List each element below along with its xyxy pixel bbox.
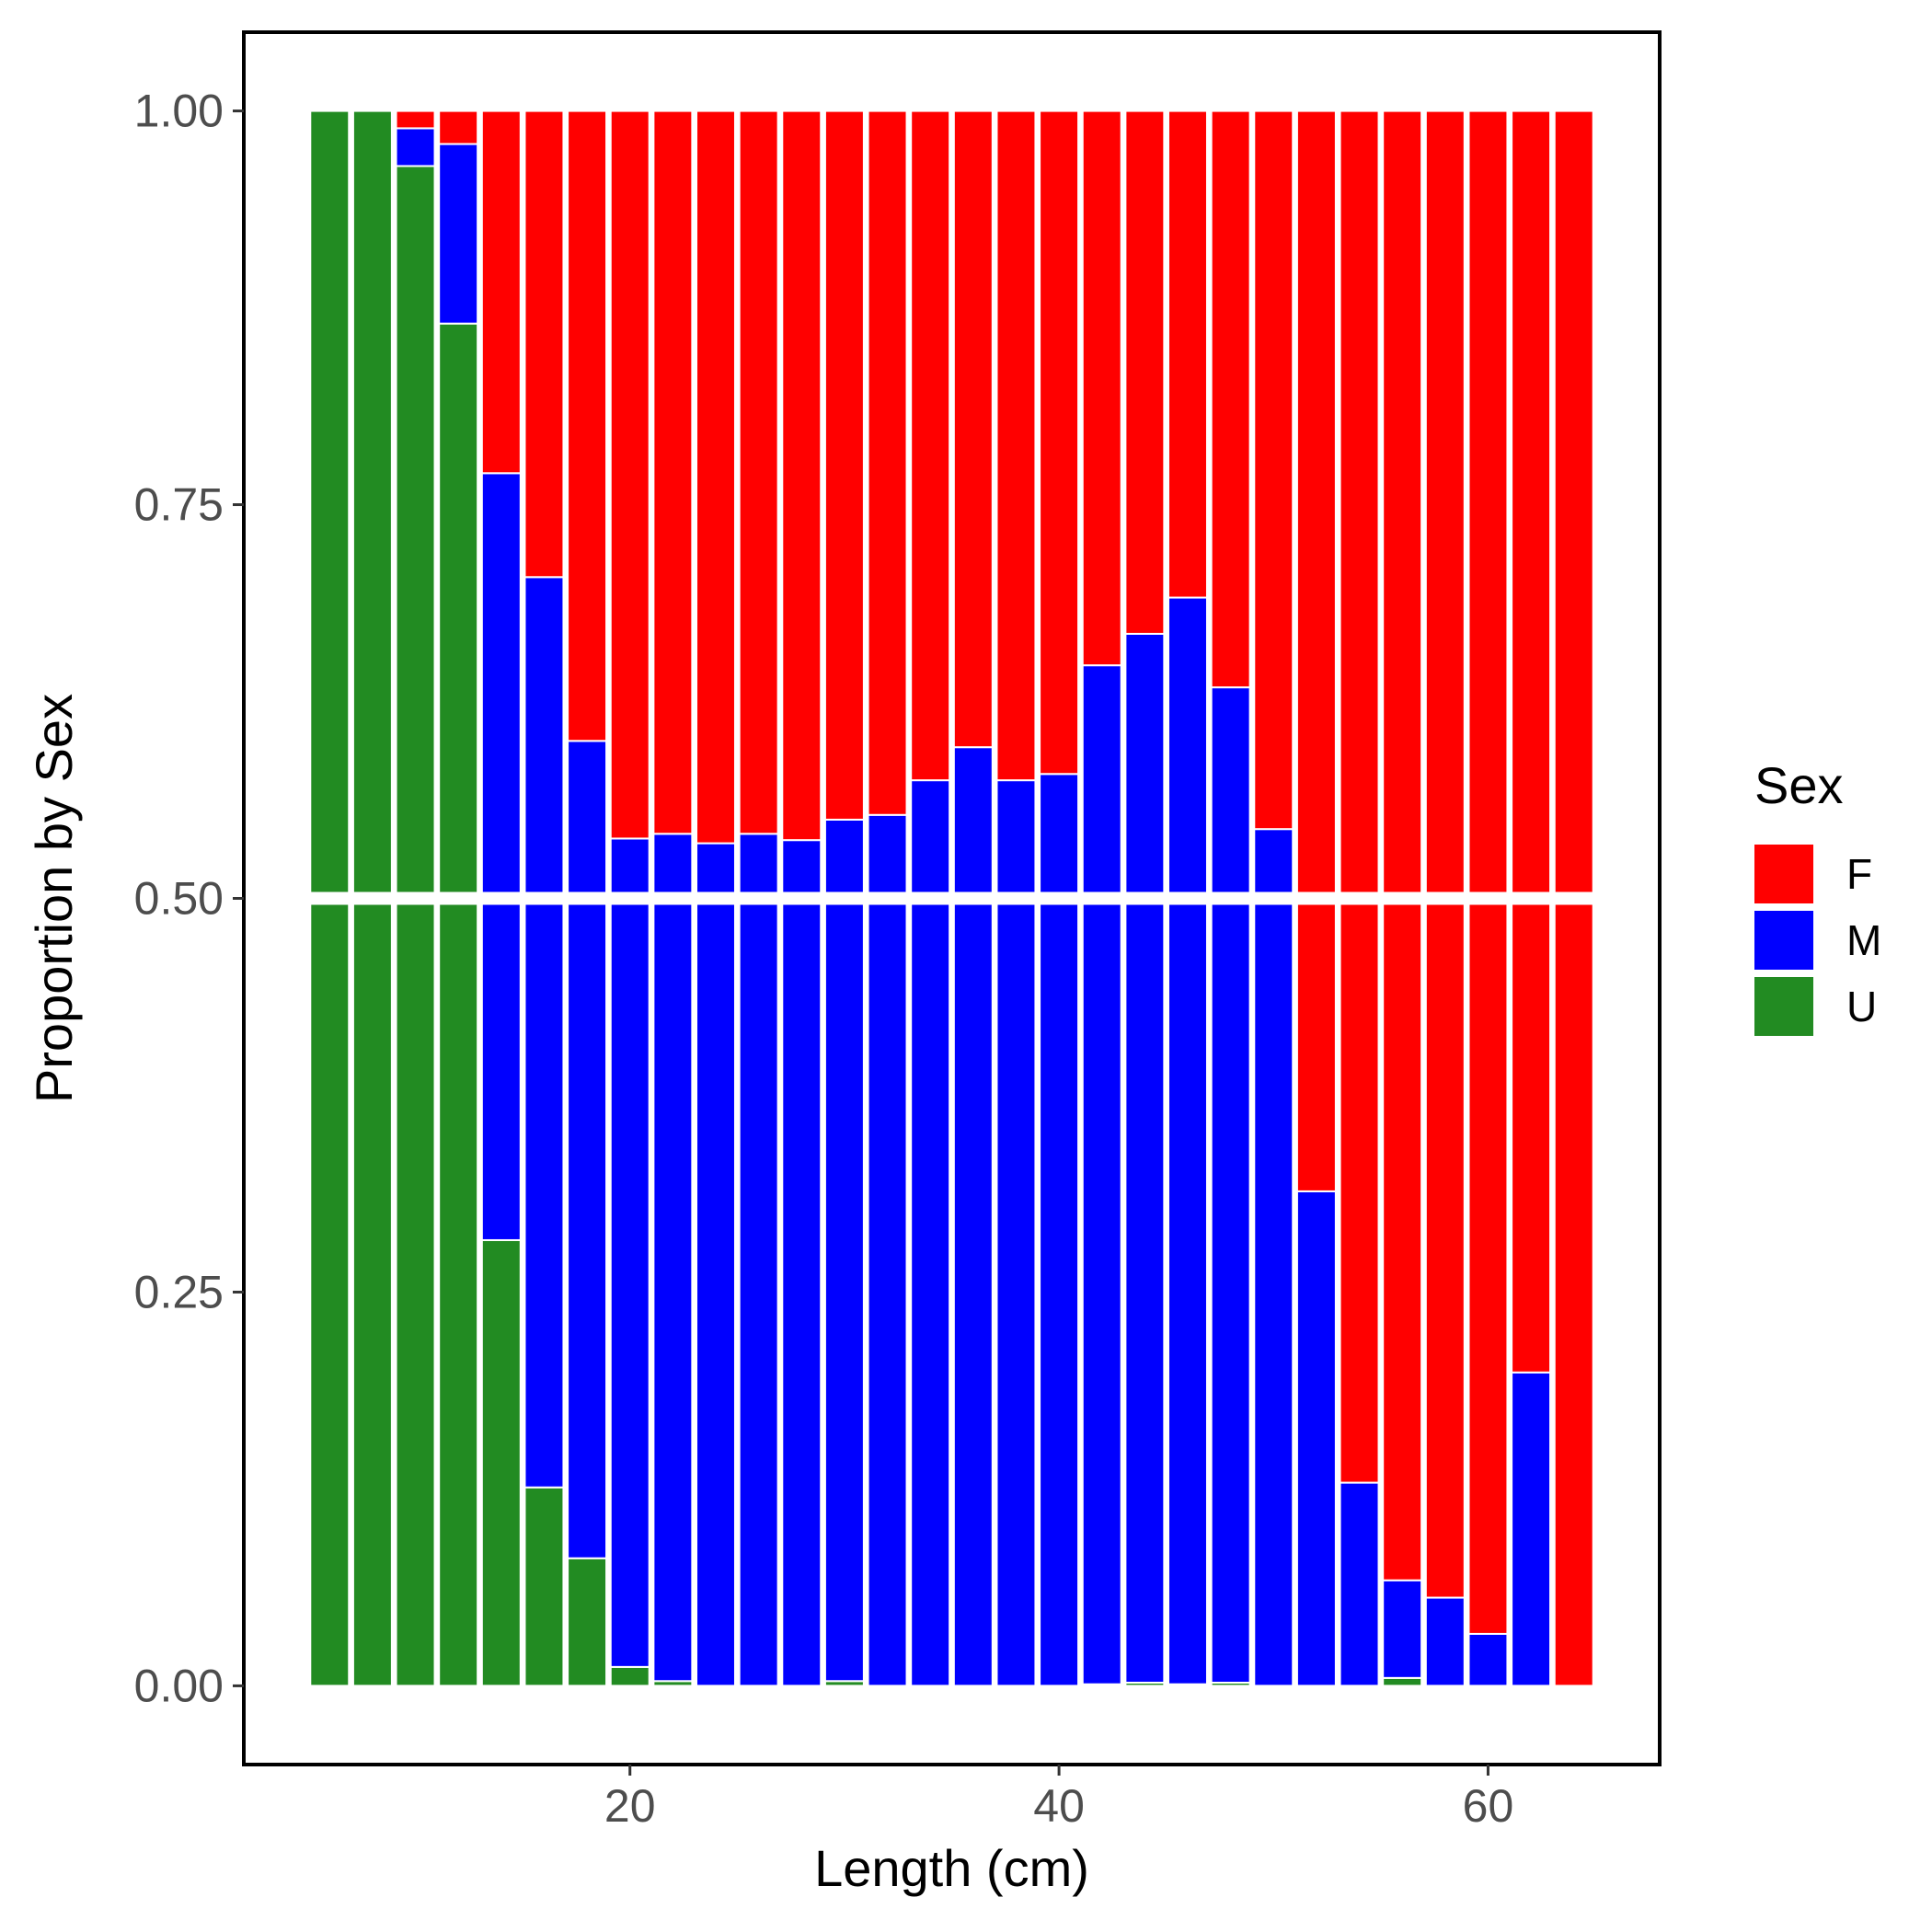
bar-M-36 <box>952 746 994 1687</box>
bar-F-32 <box>867 109 908 816</box>
legend-label-M: M <box>1846 916 1881 964</box>
bar-F-14 <box>480 109 522 475</box>
bar-F-40 <box>1039 109 1080 776</box>
bar-U-16 <box>523 1486 565 1687</box>
legend-key-U <box>1754 977 1813 1036</box>
bar-M-58 <box>1424 1596 1466 1687</box>
bar-F-62 <box>1511 109 1552 1374</box>
bars-layer <box>309 109 1594 1687</box>
bar-F-50 <box>1253 109 1294 831</box>
legend-title: Sex <box>1754 756 1844 814</box>
bar-F-54 <box>1339 109 1380 1484</box>
y-tick-label-0.00: 0.00 <box>134 1660 224 1711</box>
bar-F-28 <box>781 109 822 842</box>
y-tick-label-0.50: 0.50 <box>134 873 224 925</box>
bar-F-18 <box>567 109 608 742</box>
bar-F-22 <box>652 109 694 835</box>
bar-F-26 <box>738 109 779 835</box>
bar-M-20 <box>609 837 650 1668</box>
bar-M-48 <box>1210 686 1251 1684</box>
x-axis-title: Length (cm) <box>814 1839 1089 1897</box>
bar-U-20 <box>609 1665 650 1687</box>
x-tick-label-40: 40 <box>1033 1780 1085 1832</box>
bar-F-24 <box>696 109 736 845</box>
bar-M-42 <box>1081 664 1122 1685</box>
x-tick-label-20: 20 <box>604 1780 656 1832</box>
bar-M-30 <box>823 818 865 1683</box>
legend-label-F: F <box>1846 850 1872 898</box>
bar-F-56 <box>1382 109 1423 1581</box>
bar-F-10 <box>395 109 436 130</box>
bar-F-52 <box>1295 109 1337 1192</box>
x-tick-label-60: 60 <box>1463 1780 1514 1832</box>
y-axis: 0.00 0.25 0.50 0.75 1.00 <box>134 86 244 1711</box>
bar-M-56 <box>1382 1579 1423 1679</box>
bar-M-12 <box>438 143 479 325</box>
bar-M-60 <box>1467 1632 1509 1687</box>
bar-M-32 <box>867 813 908 1687</box>
bar-M-16 <box>523 576 565 1489</box>
bar-M-14 <box>480 472 522 1241</box>
bar-F-34 <box>910 109 951 782</box>
y-tick-label-0.75: 0.75 <box>134 479 224 531</box>
y-tick-label-1.00: 1.00 <box>134 86 224 137</box>
legend: Sex FMU <box>1754 756 1881 1036</box>
bar-F-44 <box>1124 109 1166 635</box>
bar-F-42 <box>1081 109 1122 667</box>
bar-M-34 <box>910 779 951 1687</box>
bar-F-30 <box>823 109 865 821</box>
bar-M-28 <box>781 839 822 1687</box>
bar-U-18 <box>567 1557 608 1687</box>
bar-F-12 <box>438 109 479 145</box>
y-axis-title: Proportion by Sex <box>25 694 83 1103</box>
x-axis: 20 40 60 <box>604 1765 1513 1832</box>
legend-key-M <box>1754 911 1813 970</box>
bar-M-26 <box>738 833 779 1687</box>
legend-key-F <box>1754 845 1813 903</box>
bar-M-40 <box>1039 773 1080 1687</box>
bar-M-54 <box>1339 1481 1380 1687</box>
bar-U-56 <box>1382 1676 1423 1687</box>
legend-label-U: U <box>1846 983 1877 1030</box>
bar-M-52 <box>1295 1190 1337 1687</box>
bar-F-16 <box>523 109 565 579</box>
bar-F-20 <box>609 109 650 840</box>
bar-M-62 <box>1511 1371 1552 1687</box>
bar-M-22 <box>652 833 694 1683</box>
bar-M-18 <box>567 740 608 1559</box>
bar-F-48 <box>1210 109 1251 689</box>
bar-F-38 <box>995 109 1037 782</box>
bar-F-58 <box>1424 109 1466 1599</box>
bar-M-10 <box>395 127 436 167</box>
bar-U-14 <box>480 1238 522 1687</box>
bar-M-38 <box>995 779 1037 1687</box>
bar-F-36 <box>952 109 994 749</box>
bar-M-50 <box>1253 828 1294 1687</box>
bar-F-46 <box>1167 109 1208 599</box>
bar-M-24 <box>696 842 736 1687</box>
bar-U-12 <box>438 322 479 1687</box>
bar-U-10 <box>395 165 436 1687</box>
bar-F-60 <box>1467 109 1509 1635</box>
bar-M-46 <box>1167 596 1208 1685</box>
bar-M-44 <box>1124 632 1166 1684</box>
y-tick-label-0.25: 0.25 <box>134 1266 224 1317</box>
